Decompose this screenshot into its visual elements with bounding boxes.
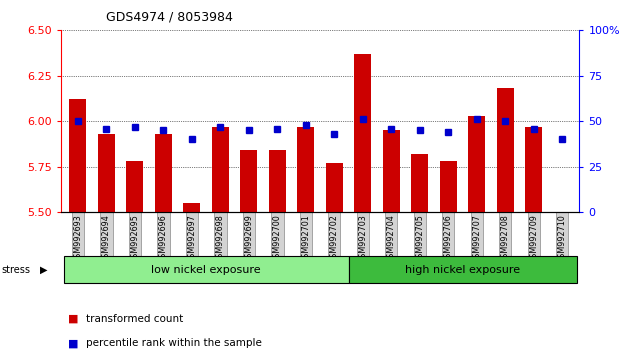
Bar — [155, 134, 172, 212]
Bar — [212, 127, 229, 212]
Bar — [269, 150, 286, 212]
Bar — [127, 161, 143, 212]
Bar — [98, 134, 115, 212]
Text: ■: ■ — [68, 338, 79, 348]
Text: ■: ■ — [68, 314, 79, 324]
Bar — [440, 161, 457, 212]
Bar — [348, 256, 576, 284]
Text: transformed count: transformed count — [86, 314, 183, 324]
Bar — [64, 256, 348, 284]
Bar — [525, 127, 542, 212]
Bar — [497, 88, 514, 212]
Bar — [297, 127, 314, 212]
Bar — [355, 54, 371, 212]
Bar — [183, 203, 201, 212]
Text: stress: stress — [2, 265, 31, 275]
Bar — [383, 130, 400, 212]
Bar — [240, 150, 258, 212]
Text: low nickel exposure: low nickel exposure — [152, 265, 261, 275]
Text: high nickel exposure: high nickel exposure — [405, 265, 520, 275]
Bar — [70, 99, 86, 212]
Text: ▶: ▶ — [40, 265, 48, 275]
Text: percentile rank within the sample: percentile rank within the sample — [86, 338, 261, 348]
Text: GDS4974 / 8053984: GDS4974 / 8053984 — [106, 11, 232, 24]
Bar — [326, 163, 343, 212]
Bar — [468, 116, 486, 212]
Bar — [411, 154, 428, 212]
